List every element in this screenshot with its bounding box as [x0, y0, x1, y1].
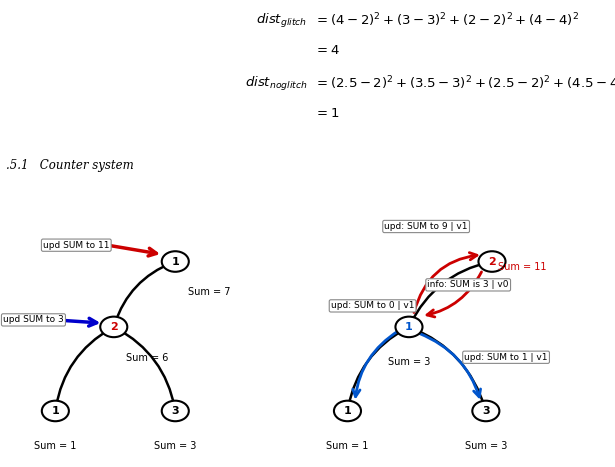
Text: Sum = 7: Sum = 7 [188, 287, 231, 297]
Text: 2: 2 [488, 256, 496, 267]
Circle shape [334, 401, 361, 421]
Text: info: SUM is 3 | v0: info: SUM is 3 | v0 [427, 280, 509, 290]
Circle shape [100, 317, 127, 337]
Text: Sum = 6: Sum = 6 [127, 353, 169, 362]
Text: $= 1$: $= 1$ [314, 107, 339, 120]
FancyArrowPatch shape [110, 246, 156, 256]
Text: $= (2.5-2)^2 + (3.5-3)^2 + (2.5-2)^2 + (4.5-4)^2$: $= (2.5-2)^2 + (3.5-3)^2 + (2.5-2)^2 + (… [314, 75, 615, 92]
Text: 1: 1 [405, 322, 413, 332]
Text: Sum = 11: Sum = 11 [499, 262, 547, 271]
FancyArrowPatch shape [56, 328, 111, 408]
Text: Sum = 1: Sum = 1 [34, 441, 76, 451]
Text: .5.1   Counter system: .5.1 Counter system [6, 159, 134, 172]
Text: 1: 1 [172, 256, 179, 267]
Text: $= (4-2)^2 + (3-3)^2 + (2-2)^2 + (4-4)^2$: $= (4-2)^2 + (3-3)^2 + (2-2)^2 + (4-4)^2… [314, 12, 579, 29]
Circle shape [42, 401, 69, 421]
FancyArrowPatch shape [411, 328, 485, 408]
Text: Sum = 3: Sum = 3 [465, 441, 507, 451]
FancyArrowPatch shape [353, 331, 399, 396]
FancyArrowPatch shape [348, 328, 407, 408]
Text: $dist_{glitch}$: $dist_{glitch}$ [256, 12, 308, 30]
FancyArrowPatch shape [419, 333, 480, 397]
Text: Sum = 1: Sum = 1 [327, 441, 368, 451]
Text: upd: SUM to 9 | v1: upd: SUM to 9 | v1 [384, 222, 468, 231]
Circle shape [478, 251, 506, 272]
Text: upd: SUM to 0 | v1: upd: SUM to 0 | v1 [331, 301, 415, 311]
Text: $dist_{noglitch}$: $dist_{noglitch}$ [245, 75, 308, 93]
Text: 3: 3 [482, 406, 490, 416]
Text: upd SUM to 3: upd SUM to 3 [3, 315, 64, 325]
FancyArrowPatch shape [116, 328, 175, 408]
Circle shape [162, 251, 189, 272]
Circle shape [395, 317, 423, 337]
Text: upd: SUM to 1 | v1: upd: SUM to 1 | v1 [464, 353, 548, 362]
Text: Sum = 3: Sum = 3 [388, 357, 430, 367]
FancyArrowPatch shape [114, 262, 173, 324]
Text: Sum = 3: Sum = 3 [154, 441, 196, 451]
Text: 3: 3 [172, 406, 179, 416]
Text: 1: 1 [344, 406, 351, 416]
Text: 2: 2 [110, 322, 117, 332]
Circle shape [162, 401, 189, 421]
FancyArrowPatch shape [410, 262, 490, 325]
FancyArrowPatch shape [414, 253, 477, 312]
Text: 1: 1 [52, 406, 59, 416]
Text: upd SUM to 11: upd SUM to 11 [43, 241, 109, 250]
FancyArrowPatch shape [427, 272, 482, 317]
Text: $= 4$: $= 4$ [314, 44, 339, 57]
FancyArrowPatch shape [58, 318, 97, 326]
Circle shape [472, 401, 499, 421]
